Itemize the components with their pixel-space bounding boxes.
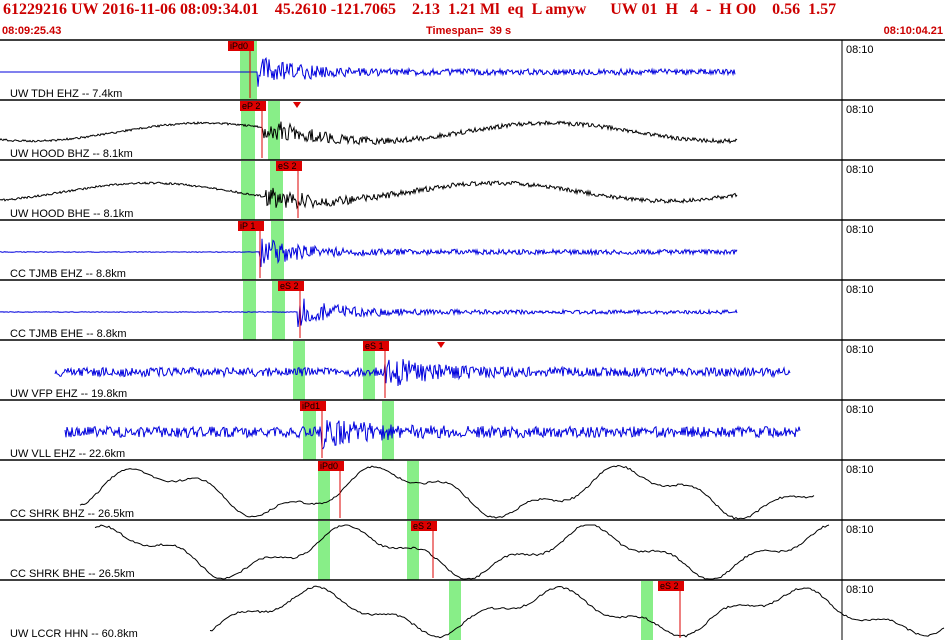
pick-flag[interactable] — [363, 341, 389, 351]
pick-window[interactable] — [318, 461, 330, 520]
pick-window[interactable] — [382, 401, 394, 460]
time-tick-label: 08:10 — [846, 224, 874, 236]
trace-row[interactable]: 08:10 iPd1 UW VLL EHZ -- 22.6km — [0, 399, 945, 460]
pick-label: eP 2 — [242, 101, 260, 111]
pick-window[interactable] — [407, 461, 419, 520]
pick-window[interactable] — [641, 581, 653, 640]
trace-label: UW LCCR HHN -- 60.8km — [10, 628, 138, 640]
trace-row[interactable]: 08:10 iPd0 CC SHRK BHZ -- 26.5km — [0, 459, 945, 520]
trace-row[interactable]: 08:10 iP 1 CC TJMB EHZ -- 8.8km — [0, 219, 945, 280]
trace-label: UW VFP EHZ -- 19.8km — [10, 388, 127, 400]
pick-flag[interactable] — [411, 521, 437, 531]
trace-label: UW VLL EHZ -- 22.6km — [10, 448, 125, 460]
pick-flag[interactable] — [238, 221, 264, 231]
pick-triangle-icon[interactable] — [293, 102, 301, 108]
pick-label: eS 1 — [365, 341, 384, 351]
event-title: 61229216 UW 2016-11-06 08:09:34.01 45.26… — [3, 1, 837, 18]
time-tick-label: 08:10 — [846, 284, 874, 296]
seismogram-trace — [54, 359, 791, 387]
pick-label: iPd0 — [230, 41, 248, 51]
seismogram-trace — [0, 180, 738, 210]
pick-flag[interactable] — [278, 281, 304, 291]
pick-label: eS 2 — [413, 521, 432, 531]
trace-row[interactable]: 08:10 eS 2 UW HOOD BHE -- 8.1km — [0, 159, 945, 220]
pick-flag[interactable] — [658, 581, 684, 591]
time-tick-label: 08:10 — [846, 164, 874, 176]
seismogram-trace — [209, 585, 945, 639]
pick-label: eS 2 — [280, 281, 299, 291]
pick-window[interactable] — [242, 221, 256, 280]
timespan-label: Timespan= 39 s — [426, 25, 512, 37]
seismogram-trace — [64, 420, 801, 450]
trace-row[interactable]: 08:10 eP 2 UW HOOD BHZ -- 8.1km — [0, 99, 945, 160]
time-tick-label: 08:10 — [846, 524, 874, 536]
seismogram-trace — [0, 238, 738, 267]
pick-flag[interactable] — [300, 401, 326, 411]
trace-label: UW HOOD BHZ -- 8.1km — [10, 148, 133, 160]
trace-label: CC SHRK BHE -- 26.5km — [10, 568, 135, 580]
seismogram-trace — [0, 57, 736, 87]
seismogram-trace — [94, 524, 830, 580]
start-time: 08:09:25.43 — [2, 25, 62, 37]
pick-window[interactable] — [240, 41, 257, 100]
time-tick-label: 08:10 — [846, 104, 874, 116]
trace-label: CC TJMB EHZ -- 8.8km — [10, 268, 126, 280]
trace-row[interactable]: 08:10 iPd0 UW TDH EHZ -- 7.4km — [0, 39, 945, 100]
waveform-panel[interactable]: 08:10 iPd0 UW TDH EHZ -- 7.4km 08:10 eP 2 UW … — [0, 38, 945, 640]
pick-window[interactable] — [270, 161, 283, 220]
pick-label: iP 1 — [240, 221, 255, 231]
pick-window[interactable] — [318, 521, 330, 580]
pick-label: iPd1 — [302, 401, 320, 411]
trace-row[interactable]: 08:10 eS 1 UW VFP EHZ -- 19.8km — [0, 339, 945, 400]
pick-window[interactable] — [407, 521, 419, 580]
pick-flag[interactable] — [276, 161, 302, 171]
pick-triangle-icon[interactable] — [437, 342, 445, 348]
pick-label: eS 2 — [278, 161, 297, 171]
time-tick-label: 08:10 — [846, 44, 874, 56]
time-tick-label: 08:10 — [846, 344, 874, 356]
pick-window[interactable] — [241, 101, 255, 160]
trace-row[interactable]: 08:10 eS 2 CC SHRK BHE -- 26.5km — [0, 519, 945, 580]
trace-label: UW TDH EHZ -- 7.4km — [10, 88, 122, 100]
end-time: 08:10:04.21 — [883, 25, 943, 37]
trace-label: CC SHRK BHZ -- 26.5km — [10, 508, 134, 520]
time-tick-label: 08:10 — [846, 404, 874, 416]
pick-label: eS 2 — [660, 581, 679, 591]
pick-flag[interactable] — [228, 41, 254, 51]
pick-label: iPd0 — [320, 461, 338, 471]
trace-label: UW HOOD BHE -- 8.1km — [10, 208, 133, 220]
time-tick-label: 08:10 — [846, 464, 874, 476]
pick-window[interactable] — [449, 581, 461, 640]
pick-window[interactable] — [241, 161, 255, 220]
pick-flag[interactable] — [318, 461, 344, 471]
time-tick-label: 08:10 — [846, 584, 874, 596]
pick-window[interactable] — [243, 281, 256, 340]
seismogram-trace — [0, 298, 738, 328]
event-header: 61229216 UW 2016-11-06 08:09:34.01 45.26… — [0, 0, 945, 40]
trace-row[interactable]: 08:10 eS 2 UW LCCR HHN -- 60.8km — [0, 579, 945, 640]
seismogram-trace — [0, 120, 738, 146]
pick-flag[interactable] — [240, 101, 266, 111]
pick-window[interactable] — [272, 281, 285, 340]
seismogram-trace — [79, 464, 815, 520]
trace-row[interactable]: 08:10 eS 2 CC TJMB EHE -- 8.8km — [0, 279, 945, 340]
trace-label: CC TJMB EHE -- 8.8km — [10, 328, 127, 340]
